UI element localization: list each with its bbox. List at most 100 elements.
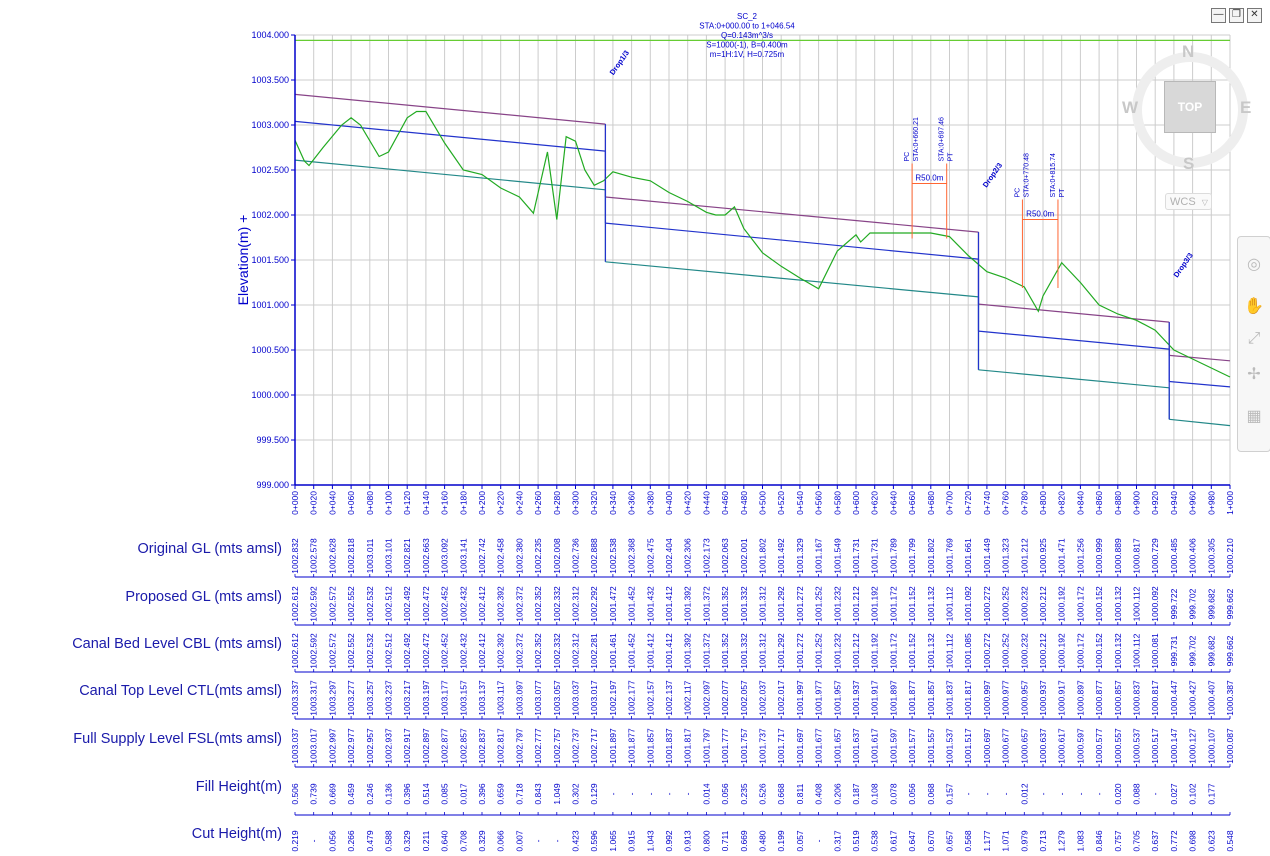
- profile-row-value: 1001.452: [627, 586, 637, 622]
- viewcube-west[interactable]: W: [1122, 98, 1139, 117]
- profile-row-value: -: [1094, 792, 1104, 795]
- x-tick-label: 0+620: [870, 491, 880, 515]
- profile-row-value: 1000.147: [1169, 728, 1179, 764]
- profile-row-value: 0.670: [926, 830, 936, 852]
- profile-row-value: 0.668: [776, 783, 786, 805]
- profile-row-value: 1001.461: [608, 633, 618, 669]
- y-tick-label: 1001.000: [251, 300, 289, 310]
- profile-row-value: 1002.332: [552, 586, 562, 622]
- profile-row-value: 1002.001: [739, 538, 749, 574]
- viewcube-east[interactable]: E: [1240, 98, 1252, 117]
- profile-row-value: 1000.729: [1150, 538, 1160, 574]
- y-axis-label: Elevation(m) +: [235, 215, 251, 306]
- profile-row-value: 1002.352: [533, 586, 543, 622]
- canal-bed-line-segment: [1169, 418, 1231, 427]
- profile-row-value: 1001.737: [758, 728, 768, 764]
- viewcube-ring: [1132, 52, 1248, 168]
- profile-row-value: 0.266: [346, 830, 356, 852]
- wcs-dropdown[interactable]: WCS ▽: [1165, 193, 1212, 210]
- profile-row-value: 1000.657: [1019, 728, 1029, 764]
- profile-row-value: 1002.157: [645, 680, 655, 716]
- viewcube[interactable]: N S W E TOP: [1120, 40, 1260, 180]
- profile-row-value: 1001.192: [870, 586, 880, 622]
- profile-row-value: 1001.232: [832, 633, 842, 669]
- profile-row-value: 1000.977: [1001, 680, 1011, 716]
- profile-row-value: 1000.152: [1094, 633, 1104, 669]
- profile-row-value: 1002.372: [514, 633, 524, 669]
- x-tick-label: 0+140: [421, 491, 431, 515]
- profile-row-value: 1003.092: [440, 538, 450, 574]
- x-tick-label: 0+680: [926, 491, 936, 515]
- steering-wheel-icon[interactable]: ◎: [1247, 256, 1261, 273]
- zoom-extents-icon[interactable]: ⤢: [1247, 330, 1261, 347]
- profile-table: 1002.832 1002.578 1002.628 1002.818 1003.011…: [290, 538, 1235, 852]
- profile-row-value: 1000.081: [1150, 633, 1160, 669]
- profile-row-value: 1003.257: [365, 680, 375, 716]
- profile-row-value: 1001.332: [739, 633, 749, 669]
- profile-row-value: 1000.999: [1094, 538, 1104, 574]
- profile-row-value: 1001.172: [888, 586, 898, 622]
- profile-row-value: 1001.597: [888, 728, 898, 764]
- profile-row-value: 1001.292: [776, 633, 786, 669]
- profile-row-value: 0.302: [571, 783, 581, 805]
- x-tick-label: 0+060: [346, 491, 356, 515]
- profile-row-value: 1.065: [608, 830, 618, 852]
- profile-row-label: Canal Top Level CTL(mts amsl): [79, 683, 282, 699]
- canal-top-line-segment: [978, 303, 1170, 323]
- profile-row-value: 1002.057: [739, 680, 749, 716]
- restore-button[interactable]: ❐: [1229, 8, 1244, 23]
- show-motion-icon[interactable]: ▦: [1246, 408, 1262, 425]
- viewcube-north[interactable]: N: [1182, 42, 1195, 61]
- profile-row-value: 0.669: [327, 783, 337, 805]
- profile-row-value: 1002.412: [477, 633, 487, 669]
- profile-row-value: 1001.717: [776, 728, 786, 764]
- profile-row-value: 1002.017: [776, 680, 786, 716]
- profile-row-value: 1002.857: [458, 728, 468, 764]
- profile-row-value: 0.843: [533, 783, 543, 805]
- profile-row-value: 0.423: [571, 830, 581, 852]
- profile-row-value: 0.199: [776, 830, 786, 852]
- profile-row-value: 0.235: [739, 783, 749, 805]
- profile-row-value: 1003.141: [458, 538, 468, 574]
- viewcube-top-face[interactable]: TOP: [1164, 81, 1216, 133]
- pan-icon[interactable]: ✋: [1244, 298, 1264, 315]
- profile-row-value: 0.157: [945, 783, 955, 805]
- profile-row-value: 0.056: [720, 783, 730, 805]
- profile-row-value: 1002.472: [421, 586, 431, 622]
- profile-row-value: 0.568: [963, 830, 973, 852]
- profile-row-value: 1000.889: [1113, 538, 1123, 574]
- curve-pc-label: PC: [1014, 188, 1021, 198]
- profile-row-value: 1001.857: [645, 728, 655, 764]
- profile-row-value: 1000.132: [1113, 586, 1123, 622]
- profile-row-value: 1003.017: [589, 680, 599, 716]
- profile-row-value: 0.772: [1169, 830, 1179, 852]
- profile-row-value: 1002.492: [402, 586, 412, 622]
- navigation-bar[interactable]: ◎ ✋ ⤢ ✢ ▦: [1237, 236, 1270, 452]
- profile-row-value: 0.637: [1150, 830, 1160, 852]
- profile-row-value: 1002.837: [477, 728, 487, 764]
- profile-row-value: 1003.137: [477, 680, 487, 716]
- x-tick-label: 0+960: [1188, 491, 1198, 515]
- profile-row-value: 1003.101: [384, 538, 394, 574]
- profile-row-value: 1002.292: [589, 586, 599, 622]
- profile-row-value: 1002.173: [701, 538, 711, 574]
- close-button[interactable]: ✕: [1247, 8, 1262, 23]
- x-tick-label: 0+100: [384, 491, 394, 515]
- minimize-button[interactable]: —: [1211, 8, 1226, 23]
- x-tick-label: 0+220: [496, 491, 506, 515]
- profile-row-label: Proposed GL (mts amsl): [125, 589, 282, 605]
- x-tick-label: 0+600: [851, 491, 861, 515]
- profile-row-value: 0.012: [1019, 783, 1029, 805]
- profile-row-value: 1000.407: [1206, 680, 1216, 716]
- profile-row-value: 1002.306: [683, 538, 693, 574]
- profile-row-value: 1001.192: [870, 633, 880, 669]
- profile-row-value: 1000.617: [1057, 728, 1067, 764]
- orbit-icon[interactable]: ✢: [1247, 366, 1261, 383]
- viewcube-south[interactable]: S: [1183, 154, 1195, 173]
- profile-row-value: 1001.472: [608, 586, 618, 622]
- profile-row-value: 999.682: [1206, 588, 1216, 619]
- profile-row-value: 999.662: [1225, 635, 1235, 666]
- profile-row-value: 1002.312: [571, 586, 581, 622]
- x-tick-label: 0+020: [309, 491, 319, 515]
